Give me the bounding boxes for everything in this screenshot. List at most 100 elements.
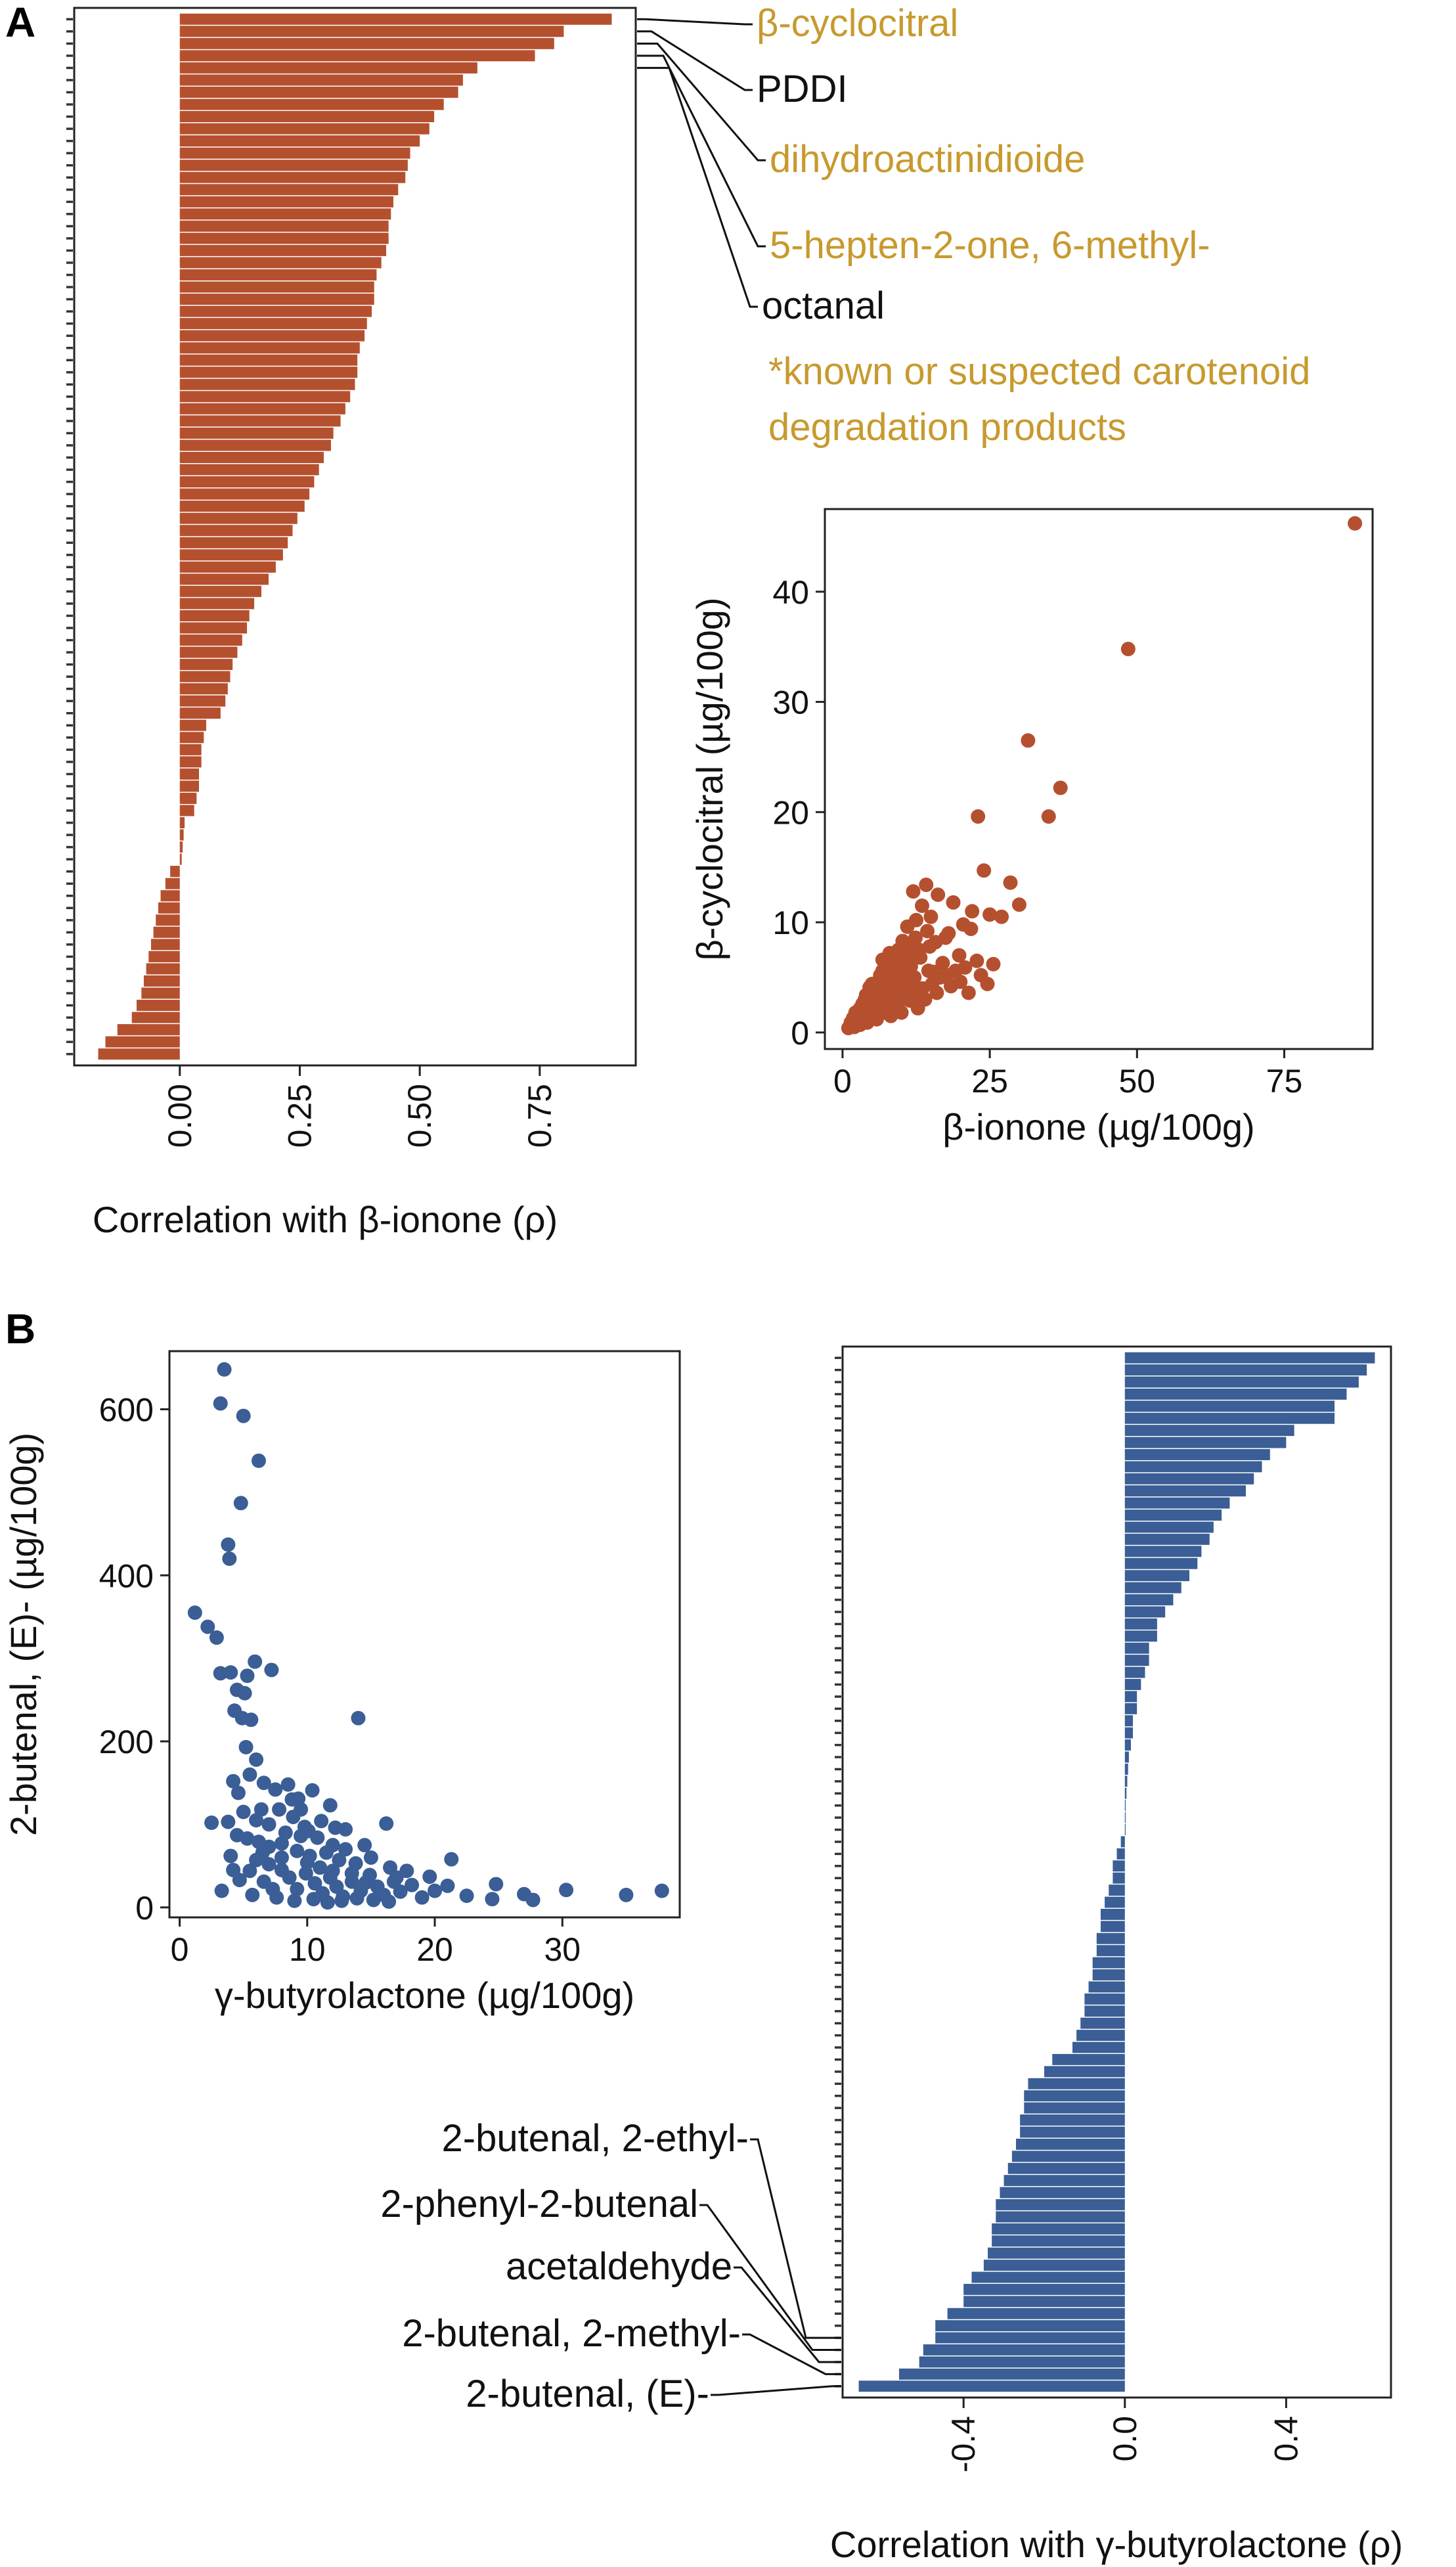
scatter-point <box>1348 516 1363 531</box>
x-tick-label: 25 <box>971 1063 1008 1100</box>
bar <box>179 305 372 317</box>
bar <box>1124 1437 1287 1448</box>
bar <box>1072 2042 1125 2053</box>
bar <box>1124 1533 1210 1545</box>
bar <box>1124 1715 1134 1727</box>
bar <box>179 26 564 37</box>
scatter-point <box>242 1864 257 1879</box>
scatter-point <box>1003 875 1018 890</box>
bar <box>1124 1521 1214 1533</box>
bar <box>1124 1570 1190 1582</box>
bar <box>179 135 420 147</box>
bar <box>1088 1981 1125 1993</box>
bar <box>1124 1449 1270 1460</box>
scatter-point <box>925 977 940 992</box>
scatter-point <box>320 1895 335 1910</box>
plot-frame <box>73 7 637 1067</box>
scatter-point <box>249 1813 264 1828</box>
bar <box>141 987 180 999</box>
bar <box>1124 1400 1335 1412</box>
scatter-point <box>906 884 921 899</box>
scatter-point <box>366 1892 381 1908</box>
bar <box>179 62 477 74</box>
callout-line <box>637 30 753 91</box>
bar <box>992 2223 1125 2235</box>
scatter-point <box>909 912 923 927</box>
scatter-point <box>313 1860 328 1875</box>
bar <box>179 501 305 512</box>
scatter-point <box>440 1878 455 1893</box>
scatter-point <box>910 1000 925 1016</box>
x-tick-label: 0.0 <box>1107 2416 1143 2462</box>
y-tick-label: 20 <box>772 794 809 831</box>
y-tick-label: 30 <box>772 684 809 721</box>
bar <box>179 683 228 695</box>
panel-b-scatter-plot: 0 10 20 30 0 200 400 600 γ-butyrolactone (µg/100… <box>3 1350 681 2016</box>
bar <box>179 318 367 330</box>
callout-line <box>734 2266 841 2363</box>
bar <box>1124 1412 1335 1424</box>
scatter-point <box>961 985 976 1000</box>
scatter-point <box>895 933 910 949</box>
scatter-point <box>869 983 884 998</box>
panel-label-b: B <box>5 1305 35 1352</box>
bar <box>179 110 435 123</box>
bar <box>1024 2102 1125 2114</box>
scatter-point <box>314 1814 329 1829</box>
scatter-point <box>268 1782 283 1797</box>
bar <box>898 2368 1125 2380</box>
bar <box>1124 1787 1127 1799</box>
callout-label: octanal <box>762 284 885 327</box>
x-tick-label: 10 <box>289 1931 326 1968</box>
scatter-point <box>559 1883 574 1898</box>
scatter-point <box>322 1798 338 1813</box>
x-tick-label: 0.50 <box>401 1084 438 1148</box>
scatter-point <box>213 1666 228 1681</box>
bar <box>179 476 315 488</box>
bar <box>153 926 180 938</box>
bar <box>179 208 391 220</box>
scatter-point <box>965 904 980 919</box>
bar <box>1004 2175 1125 2187</box>
scatter-point <box>971 809 986 824</box>
scatter-point <box>952 948 967 963</box>
bar <box>1124 1630 1157 1642</box>
y-tick-label: 0 <box>791 1015 809 1052</box>
bar <box>858 2380 1125 2392</box>
scatter-point <box>284 1792 299 1807</box>
bar <box>179 561 276 573</box>
scatter-point <box>969 953 984 968</box>
scatter-point <box>980 977 995 992</box>
bar <box>1052 2053 1125 2065</box>
bar <box>179 646 238 658</box>
scatter-point <box>226 1774 241 1789</box>
y-tick-label: 0 <box>135 1890 154 1927</box>
bar <box>1124 1388 1347 1400</box>
y-tick-label: 200 <box>99 1724 154 1760</box>
scatter-point <box>1041 809 1056 824</box>
bar <box>179 451 324 463</box>
callout-line <box>637 66 758 308</box>
scatter-point <box>242 1767 257 1782</box>
bar <box>179 817 185 829</box>
scatter-point <box>287 1893 302 1908</box>
bar <box>179 184 399 196</box>
bar <box>1084 1993 1125 2005</box>
scatter-point <box>238 1739 254 1754</box>
scatter-point <box>379 1816 394 1831</box>
bar <box>179 123 430 135</box>
callout-label: 5-hepten-2-one, 6-methyl- <box>770 224 1210 267</box>
bar <box>1109 1885 1125 1896</box>
bar <box>1124 1461 1262 1473</box>
bar <box>963 2296 1125 2308</box>
scatter-point <box>209 1630 224 1645</box>
bar <box>179 257 382 269</box>
bar <box>179 853 182 865</box>
bar <box>179 74 463 86</box>
bar <box>158 902 180 914</box>
bar <box>1016 2138 1125 2150</box>
scatter-point <box>200 1619 215 1634</box>
bar <box>179 439 331 451</box>
scatter-point <box>986 956 1001 971</box>
scatter-point <box>294 1802 309 1817</box>
